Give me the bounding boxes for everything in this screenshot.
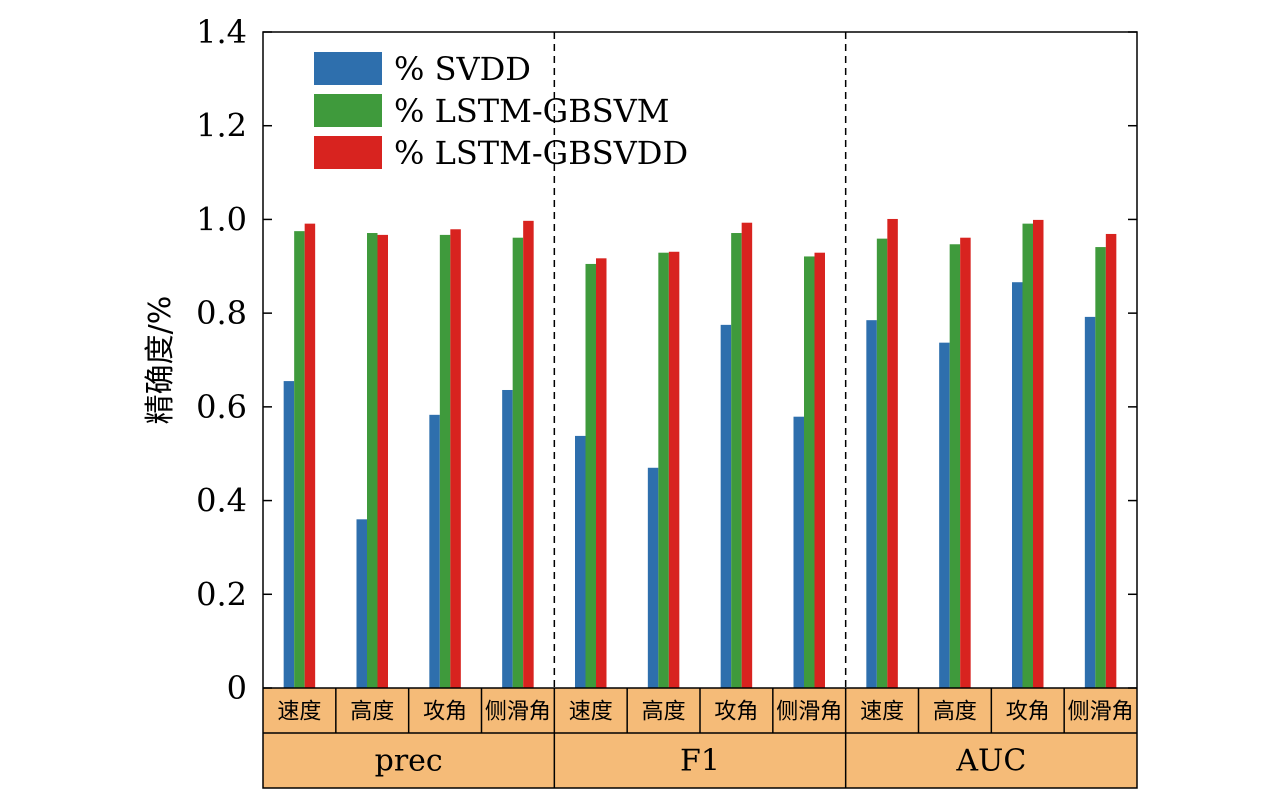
bar-F1-4-series-2 [804,256,815,688]
category-label: 速度 [569,700,613,725]
bar-F1-4-series-1 [793,416,804,688]
category-label: 速度 [860,700,904,725]
bar-AUC-3-series-2 [1022,223,1033,688]
category-label: 攻角 [423,700,467,725]
legend: % SVDD % LSTM-GBSVM % LSTM-GBSVDD [314,50,688,172]
bar-F1-3-series-2 [731,233,742,688]
bar-prec-3-series-3 [450,229,461,689]
bar-prec-3-series-2 [439,234,451,689]
category-label: 攻角 [1006,700,1050,725]
y-tick-label: 0.4 [196,482,247,520]
bar-AUC-2-series-2 [949,244,961,688]
category-label: 高度 [350,700,394,725]
y-axis-label: 精确度/% [143,296,178,425]
bar-AUC-4-series-1 [1084,316,1096,688]
legend-label-3: % LSTM-GBSVDD [394,134,688,172]
bar-AUC-4-series-3 [1105,233,1117,688]
bars [283,218,1117,689]
y-tick-label: 0.6 [196,388,247,426]
bar-prec-2-series-1 [356,519,367,688]
y-tick-label: 0.8 [196,294,247,332]
group-label-prec: prec [375,744,443,779]
bar-prec-1-series-1 [283,381,295,688]
legend-swatch-2 [314,94,382,127]
category-label: 侧滑角 [485,700,551,725]
bar-prec-3-series-1 [429,414,440,688]
bar-F1-1-series-1 [575,435,586,688]
category-label: 高度 [933,700,977,725]
bar-prec-2-series-2 [367,233,378,688]
category-label: 高度 [642,700,686,725]
bar-prec-1-series-3 [304,223,316,688]
group-label-AUC: AUC [955,744,1026,779]
bar-AUC-2-series-1 [939,342,950,688]
category-label: 侧滑角 [1068,700,1134,725]
y-tick-label: 1.0 [196,200,247,238]
bar-AUC-2-series-3 [960,237,971,688]
y-tick-label: 0 [227,669,247,707]
y-tick-label: 0.2 [196,575,247,613]
bar-AUC-3-series-1 [1012,282,1023,688]
bar-AUC-1-series-2 [876,238,888,688]
legend-label-2: % LSTM-GBSVM [394,92,670,130]
group-label-F1: F1 [680,744,720,779]
category-label: 速度 [277,700,321,725]
bar-AUC-3-series-3 [1033,219,1044,688]
bar-prec-4-series-1 [502,389,513,688]
bar-prec-2-series-3 [377,234,388,689]
y-axis: 0 0.2 0.4 0.6 0.8 1.0 1.2 1.4 [196,13,1137,707]
bar-AUC-4-series-2 [1095,247,1106,688]
bar-AUC-1-series-1 [866,320,877,688]
legend-swatch-1 [314,52,382,85]
bar-F1-1-series-2 [585,263,596,688]
bar-prec-4-series-2 [512,237,524,688]
bar-AUC-1-series-3 [887,218,898,688]
plot-border [262,31,1138,789]
bar-F1-3-series-1 [720,324,732,688]
bar-F1-3-series-3 [741,222,753,689]
bar-F1-2-series-2 [658,252,669,688]
bar-F1-4-series-3 [814,252,825,688]
category-label: 侧滑角 [776,700,842,725]
y-tick-label: 1.4 [196,13,247,51]
legend-swatch-3 [314,136,382,169]
legend-label-1: % SVDD [394,50,531,88]
bar-prec-4-series-3 [523,220,534,688]
y-tick-label: 1.2 [196,107,247,145]
bar-F1-2-series-1 [647,467,659,688]
bar-F1-1-series-3 [596,258,607,688]
bar-prec-1-series-2 [294,231,305,688]
bar-F1-2-series-3 [668,251,680,688]
category-label: 攻角 [714,700,758,725]
